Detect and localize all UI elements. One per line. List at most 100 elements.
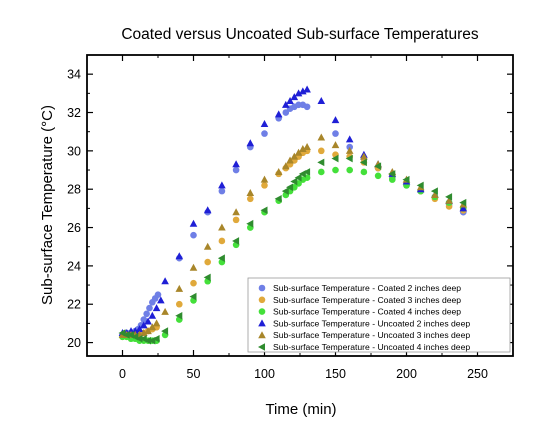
- data-point-series-3: [346, 166, 354, 174]
- data-point-series-2: [218, 237, 226, 245]
- legend-marker-1: [258, 284, 266, 292]
- data-point-series-4: [218, 181, 226, 189]
- data-point-series-4: [135, 325, 144, 333]
- legend-label-1: Sub-surface Temperature - Coated 2 inche…: [273, 283, 461, 293]
- data-point-series-1: [332, 130, 339, 137]
- legend-marker-2: [258, 296, 266, 304]
- data-point-series-1: [190, 231, 197, 239]
- data-point-series-5: [144, 327, 152, 335]
- x-tick-label: 0: [119, 367, 126, 381]
- data-point-series-4: [459, 204, 468, 212]
- data-points: [118, 85, 468, 345]
- data-point-series-5: [431, 190, 439, 198]
- axis-ticks: 0 50 100 150 200 250 20 22 24 26 28 30 32 34: [67, 55, 513, 381]
- chart-legend: Sub-surface Temperature - Coated 2 inche…: [247, 277, 511, 353]
- data-point-series-4: [345, 135, 354, 143]
- data-point-series-6: [175, 311, 183, 320]
- data-point-series-3: [332, 166, 339, 174]
- data-point-series-6: [294, 173, 302, 182]
- data-point-series-2: [204, 258, 211, 266]
- data-point-series-5: [274, 167, 283, 175]
- data-point-series-6: [203, 273, 211, 282]
- data-point-series-5: [317, 133, 326, 141]
- data-point-series-3: [389, 176, 396, 183]
- data-point-series-4: [144, 317, 152, 325]
- data-point-series-6: [402, 175, 410, 184]
- legend-box: [247, 277, 511, 353]
- legend-marker-4: [258, 319, 266, 327]
- data-point-series-1: [218, 187, 226, 195]
- data-point-series-5: [203, 242, 212, 250]
- data-point-series-1: [143, 310, 150, 318]
- legend-label-4: Sub-surface Temperature - Uncoated 2 inc…: [273, 318, 470, 328]
- legend-marker-3: [258, 308, 266, 315]
- legend-label-2: Sub-surface Temperature - Coated 3 inche…: [273, 295, 461, 305]
- data-point-series-4: [294, 89, 303, 97]
- data-point-series-4: [152, 304, 161, 312]
- data-point-series-4: [260, 120, 269, 128]
- data-point-series-3: [360, 168, 368, 176]
- y-tick-label: 20: [67, 336, 81, 350]
- x-tick-label: 50: [187, 367, 201, 381]
- data-point-series-6: [359, 158, 367, 167]
- data-point-series-6: [445, 193, 453, 201]
- data-point-series-6: [388, 170, 396, 178]
- data-point-series-6: [161, 327, 169, 335]
- data-point-series-6: [331, 154, 339, 163]
- data-point-series-1: [261, 130, 268, 137]
- data-point-series-4: [157, 296, 165, 304]
- data-point-series-6: [345, 154, 353, 163]
- data-point-series-2: [232, 216, 240, 224]
- data-point-series-5: [299, 144, 307, 152]
- chart-title: Coated versus Uncoated Sub-surface Tempe…: [121, 26, 479, 43]
- data-point-series-2: [247, 195, 254, 203]
- data-point-series-6: [286, 183, 294, 192]
- data-point-series-4: [148, 311, 157, 319]
- y-axis-label: Sub-surface Temperature (°C): [39, 105, 56, 305]
- data-point-series-1: [303, 103, 311, 111]
- legend-marker-5: [258, 331, 266, 339]
- data-point-series-5: [445, 196, 453, 204]
- data-point-series-5: [148, 323, 157, 331]
- x-tick-label: 150: [325, 367, 346, 381]
- data-point-series-1: [140, 316, 148, 323]
- data-point-series-6: [135, 334, 143, 343]
- legend-label-3: Sub-surface Temperature - Coated 4 inche…: [273, 307, 461, 317]
- data-point-series-6: [416, 181, 424, 190]
- data-point-series-1: [154, 291, 162, 298]
- data-point-series-6: [144, 336, 152, 345]
- data-point-series-6: [374, 162, 382, 170]
- data-point-series-4: [290, 93, 299, 101]
- data-point-series-4: [317, 97, 326, 105]
- data-point-series-6: [217, 254, 225, 263]
- y-tick-label: 34: [67, 68, 81, 82]
- y-tick-label: 24: [67, 259, 81, 273]
- data-point-series-2: [190, 279, 197, 287]
- x-tick-label: 200: [396, 367, 417, 381]
- data-point-series-6: [303, 168, 311, 176]
- x-tick-label: 250: [467, 367, 488, 381]
- data-point-series-5: [294, 148, 303, 156]
- data-point-series-5: [360, 152, 368, 160]
- data-point-series-6: [260, 206, 268, 215]
- data-point-series-5: [260, 175, 269, 183]
- data-point-series-1: [146, 304, 153, 312]
- data-point-series-2: [318, 147, 325, 155]
- data-point-series-2: [176, 300, 183, 308]
- data-point-series-5: [152, 319, 161, 327]
- data-point-series-5: [331, 141, 340, 149]
- data-point-series-4: [203, 206, 212, 214]
- legend-marker-6: [258, 343, 265, 351]
- data-point-series-4: [232, 160, 240, 168]
- data-point-series-4: [286, 97, 294, 105]
- data-point-series-1: [282, 109, 290, 116]
- data-point-series-3: [374, 172, 382, 180]
- y-tick-label: 26: [67, 221, 81, 235]
- data-point-series-6: [459, 198, 467, 207]
- data-point-series-5: [282, 162, 290, 170]
- data-point-series-6: [430, 187, 438, 195]
- legend-label-5: Sub-surface Temperature - Uncoated 3 inc…: [273, 330, 470, 340]
- data-point-series-4: [140, 321, 148, 329]
- data-point-series-6: [274, 194, 282, 203]
